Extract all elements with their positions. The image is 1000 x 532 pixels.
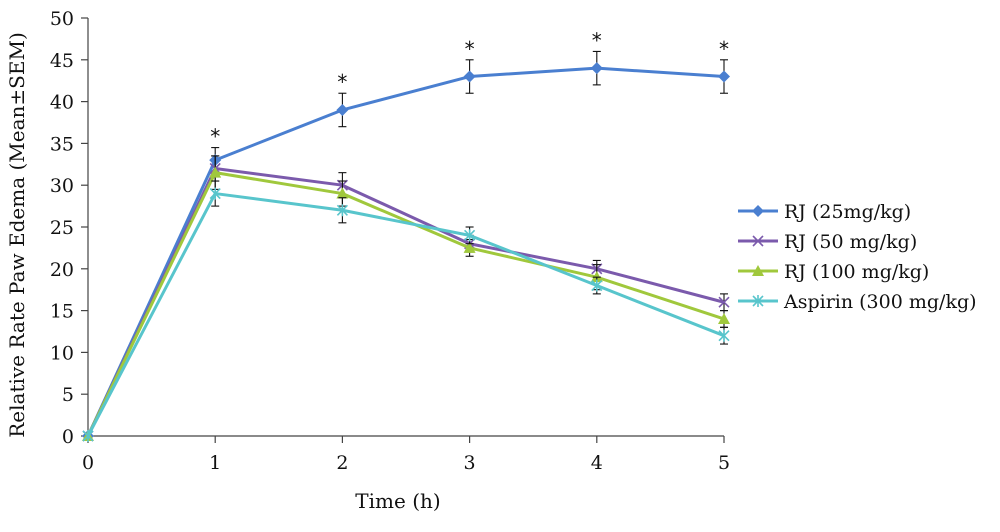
- significance-markers: * * * * *: [210, 28, 729, 148]
- series-line: [86, 171, 725, 437]
- x-axis-ticks: 0 1 2 3 4 5: [82, 436, 730, 474]
- legend-item-0: RJ (25mg/kg): [738, 201, 911, 223]
- x-tick-label: 4: [591, 452, 603, 474]
- significance-marker: *: [465, 37, 475, 61]
- diamond-marker-shape: [463, 70, 476, 83]
- data-point: [209, 166, 222, 178]
- diamond-marker-shape: [718, 70, 730, 83]
- x-tick-label: 2: [336, 452, 348, 474]
- y-tick-label: 20: [50, 259, 74, 281]
- series-line: [86, 166, 725, 437]
- y-axis-title: Relative Rate Paw Edema (Mean±SEM): [5, 32, 29, 438]
- y-tick-label: 15: [50, 301, 74, 323]
- legend-label: RJ (100 mg/kg): [784, 261, 929, 283]
- y-tick-label: 10: [50, 342, 74, 364]
- x-marker-stroke: [718, 296, 730, 308]
- legend-item-3: Aspirin (300 mg/kg): [738, 291, 977, 313]
- y-tick-label: 5: [62, 384, 74, 406]
- y-tick-label: 25: [50, 217, 74, 239]
- x-marker-stroke: [752, 235, 764, 247]
- legend-swatch-marker: [752, 295, 764, 307]
- x-tick-label: 3: [464, 452, 476, 474]
- legend-item-2: RJ (100 mg/kg): [738, 261, 929, 283]
- y-tick-label: 40: [50, 92, 74, 114]
- series-layer: [82, 50, 730, 442]
- legend-label: RJ (25mg/kg): [784, 201, 911, 223]
- significance-marker: *: [337, 70, 347, 94]
- triangle-marker-shape: [336, 187, 349, 199]
- x-axis-title: Time (h): [355, 489, 440, 513]
- data-point: [209, 187, 221, 200]
- diamond-marker-shape: [752, 205, 764, 217]
- data-point: [590, 62, 603, 75]
- y-axis-ticks: 0 5 10 15 20 25 30 35 40 45 50: [50, 8, 88, 448]
- series-line: [86, 66, 725, 437]
- legend-swatch-marker: [752, 205, 764, 217]
- data-point: [336, 204, 348, 217]
- series-line: [86, 192, 725, 437]
- legend-swatch-marker: [752, 235, 764, 247]
- data-point: [82, 430, 94, 442]
- significance-marker: *: [210, 125, 220, 149]
- y-tick-label: 35: [50, 133, 74, 155]
- legend: RJ (25mg/kg) RJ (50 mg/kg) RJ (100 mg/kg) A…: [738, 201, 977, 313]
- triangle-marker-shape: [209, 166, 222, 178]
- y-tick-label: 50: [50, 8, 74, 30]
- data-point: [718, 296, 730, 308]
- data-point: [336, 187, 349, 199]
- data-point: [463, 70, 476, 83]
- data-point: [718, 329, 730, 342]
- data-point: [463, 241, 476, 253]
- diamond-marker-shape: [336, 103, 349, 116]
- diamond-marker-shape: [590, 62, 603, 75]
- y-tick-label: 0: [62, 426, 74, 448]
- x-tick-label: 0: [82, 452, 94, 474]
- x-tick-label: 1: [209, 452, 221, 474]
- data-point: [591, 279, 603, 292]
- data-point: [718, 312, 730, 324]
- series-3: [82, 180, 730, 442]
- data-point: [336, 103, 349, 116]
- triangle-marker-shape: [718, 312, 730, 324]
- significance-marker: *: [592, 28, 602, 52]
- legend-label: RJ (50 mg/kg): [784, 231, 917, 253]
- y-tick-label: 45: [50, 50, 74, 72]
- significance-marker: *: [719, 37, 729, 61]
- legend-swatch-marker: [752, 265, 764, 276]
- data-point: [464, 229, 476, 242]
- data-point: [718, 70, 730, 83]
- y-tick-label: 30: [50, 175, 74, 197]
- x-tick-label: 5: [718, 452, 730, 474]
- triangle-marker-shape: [752, 265, 764, 276]
- legend-item-1: RJ (50 mg/kg): [738, 231, 917, 253]
- legend-label: Aspirin (300 mg/kg): [783, 291, 977, 313]
- triangle-marker-shape: [463, 241, 476, 253]
